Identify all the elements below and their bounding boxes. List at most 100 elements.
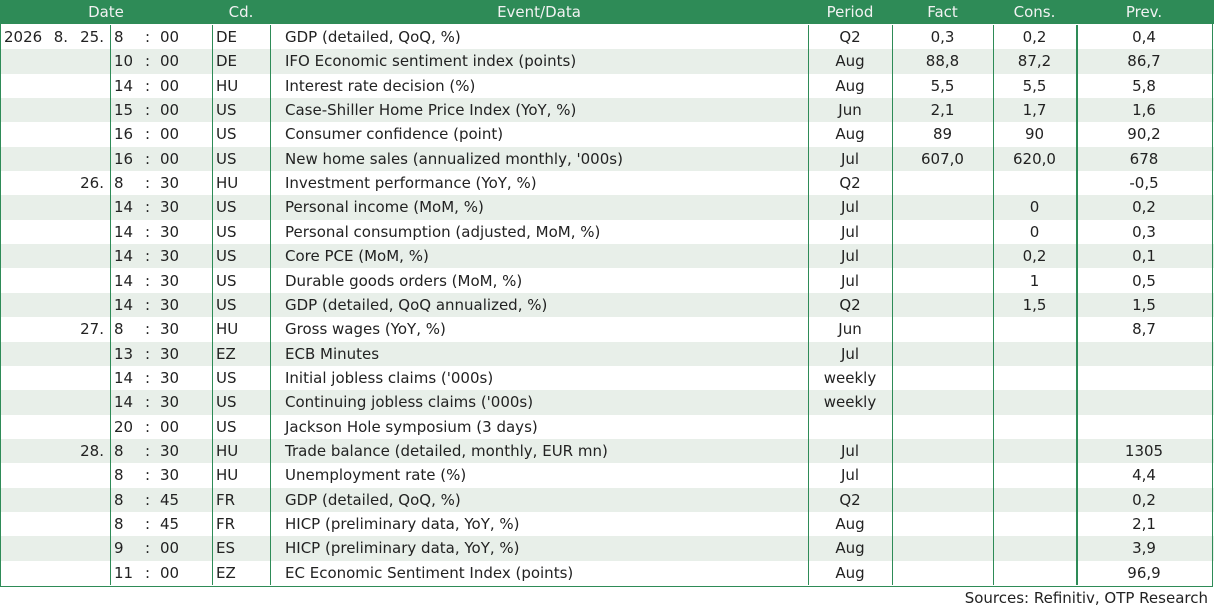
row-shade bbox=[0, 341, 1214, 366]
minute-cell: 30 bbox=[160, 393, 180, 412]
period-cell: Jul bbox=[840, 441, 860, 460]
fact-cell: 607,0 bbox=[921, 149, 964, 168]
event-cell: Personal income (MoM, %) bbox=[285, 198, 484, 217]
country-code-cell: US bbox=[216, 368, 237, 387]
row-shade bbox=[0, 244, 1214, 269]
country-code-cell: US bbox=[216, 149, 237, 168]
minute-cell: 30 bbox=[160, 222, 180, 241]
time-separator: : bbox=[145, 441, 151, 460]
source-note: Sources: Refinitiv, OTP Research bbox=[964, 589, 1208, 607]
hour-cell: 14 bbox=[114, 76, 134, 95]
row-shade bbox=[0, 487, 1214, 512]
row-shade bbox=[0, 438, 1214, 464]
minute-cell: 30 bbox=[160, 466, 180, 485]
header-cell: Fact bbox=[927, 3, 958, 21]
row-shade bbox=[0, 146, 1214, 172]
previous-cell: 3,9 bbox=[1132, 539, 1156, 558]
event-cell: Case-Shiller Home Price Index (YoY, %) bbox=[285, 101, 577, 120]
time-separator: : bbox=[145, 393, 151, 412]
month-cell: 8. bbox=[53, 28, 68, 46]
time-separator: : bbox=[145, 174, 151, 193]
previous-cell: 5,8 bbox=[1132, 76, 1156, 95]
hour-cell: 8 bbox=[114, 490, 124, 509]
country-code-cell: US bbox=[216, 417, 237, 436]
hour-cell: 8 bbox=[114, 466, 124, 485]
time-separator: : bbox=[145, 149, 151, 168]
row-shade bbox=[0, 49, 1214, 74]
time-separator: : bbox=[145, 52, 151, 71]
previous-cell: 0,1 bbox=[1132, 247, 1156, 266]
fact-cell: 2,1 bbox=[930, 101, 955, 120]
minute-cell: 00 bbox=[160, 125, 180, 144]
event-cell: Jackson Hole symposium (3 days) bbox=[285, 417, 538, 436]
column-line bbox=[212, 25, 213, 586]
consensus-cell: 5,5 bbox=[1022, 76, 1047, 95]
period-cell: Aug bbox=[835, 125, 865, 144]
time-separator: : bbox=[145, 344, 151, 363]
consensus-cell: 0,2 bbox=[1022, 28, 1047, 46]
country-code-cell: EZ bbox=[216, 563, 236, 582]
minute-cell: 30 bbox=[160, 320, 180, 339]
event-cell: GDP (detailed, QoQ annualized, %) bbox=[285, 295, 548, 314]
country-code-cell: FR bbox=[216, 515, 236, 533]
period-cell: Jul bbox=[840, 149, 860, 168]
minute-cell: 30 bbox=[160, 344, 180, 363]
previous-cell: 678 bbox=[1129, 149, 1159, 168]
time-separator: : bbox=[145, 198, 151, 217]
header-cell: Cd. bbox=[228, 3, 254, 21]
consensus-cell: 0,2 bbox=[1022, 247, 1047, 266]
previous-cell: 8,7 bbox=[1132, 320, 1156, 339]
time-separator: : bbox=[145, 247, 151, 266]
previous-cell: 1,6 bbox=[1132, 101, 1156, 120]
time-separator: : bbox=[145, 515, 151, 533]
previous-cell: 86,7 bbox=[1127, 52, 1161, 71]
event-cell: Consumer confidence (point) bbox=[285, 125, 504, 144]
previous-cell: 1,5 bbox=[1132, 295, 1156, 314]
country-code-cell: US bbox=[216, 101, 237, 120]
time-separator: : bbox=[145, 563, 151, 582]
day-cell: 28. bbox=[80, 441, 104, 460]
period-cell: Q2 bbox=[839, 174, 861, 193]
minute-cell: 00 bbox=[160, 76, 180, 95]
country-code-cell: US bbox=[216, 393, 237, 412]
event-cell: ECB Minutes bbox=[285, 344, 380, 363]
consensus-cell: 1,5 bbox=[1022, 295, 1047, 314]
minute-cell: 45 bbox=[160, 515, 180, 533]
country-code-cell: HU bbox=[216, 76, 239, 95]
row-shade bbox=[0, 292, 1214, 318]
column-line bbox=[808, 25, 809, 586]
minute-cell: 30 bbox=[160, 174, 180, 193]
period-cell: Q2 bbox=[839, 295, 861, 314]
previous-cell: 2,1 bbox=[1132, 515, 1156, 533]
header-cell: Date bbox=[88, 3, 124, 21]
time-separator: : bbox=[145, 320, 151, 339]
consensus-cell: 90 bbox=[1024, 125, 1045, 144]
country-code-cell: US bbox=[216, 271, 237, 290]
row-shade bbox=[0, 536, 1214, 561]
event-cell: HICP (preliminary data, YoY, %) bbox=[285, 515, 520, 533]
previous-cell: 0,2 bbox=[1132, 198, 1156, 217]
country-code-cell: HU bbox=[216, 466, 239, 485]
header-bar bbox=[0, 0, 1214, 24]
day-cell: 27. bbox=[80, 320, 104, 339]
time-separator: : bbox=[145, 101, 151, 120]
period-cell: Jul bbox=[840, 466, 860, 485]
event-cell: Personal consumption (adjusted, MoM, %) bbox=[285, 222, 601, 241]
event-cell: Trade balance (detailed, monthly, EUR mn… bbox=[285, 441, 608, 460]
country-code-cell: HU bbox=[216, 320, 239, 339]
event-cell: Core PCE (MoM, %) bbox=[285, 247, 429, 266]
hour-cell: 16 bbox=[114, 125, 134, 144]
period-cell: weekly bbox=[823, 368, 877, 387]
country-code-cell: DE bbox=[216, 28, 238, 46]
column-line bbox=[1076, 25, 1078, 586]
time-separator: : bbox=[145, 28, 151, 46]
period-cell: Jul bbox=[840, 247, 860, 266]
previous-cell: 96,9 bbox=[1127, 563, 1161, 582]
event-cell: New home sales (annualized monthly, '000… bbox=[285, 149, 623, 168]
day-cell: 26. bbox=[80, 174, 104, 193]
previous-cell: 0,5 bbox=[1132, 271, 1156, 290]
minute-cell: 00 bbox=[160, 101, 180, 120]
minute-cell: 00 bbox=[160, 28, 180, 46]
hour-cell: 8 bbox=[114, 515, 124, 533]
